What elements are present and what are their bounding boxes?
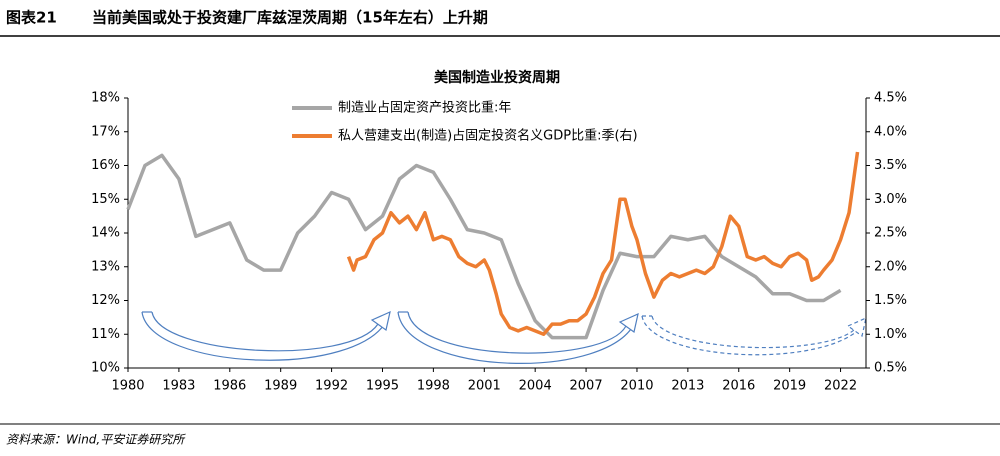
x-tick-label: 2013 <box>671 379 704 394</box>
y-tick-label: 17% <box>91 124 120 139</box>
source-note: 资料来源：Wind,平安证券研究所 <box>6 433 186 447</box>
figure-label: 图表21 <box>6 9 57 27</box>
y2-tick-label: 2.0% <box>874 259 907 274</box>
y2-tick-label: 2.5% <box>874 226 907 241</box>
chart-title: 美国制造业投资周期 <box>434 69 560 86</box>
x-tick-label: 2004 <box>519 379 552 394</box>
x-tick-label: 1989 <box>264 379 297 394</box>
y-tick-label: 14% <box>91 226 120 241</box>
y2-tick-label: 0.5% <box>874 361 907 376</box>
y-tick-label: 18% <box>91 91 120 106</box>
x-tick-label: 2001 <box>468 379 501 394</box>
y-tick-label: 11% <box>91 327 120 342</box>
y2-tick-label: 3.5% <box>874 158 907 173</box>
x-tick-label: 2010 <box>620 379 653 394</box>
y-tick-label: 12% <box>91 293 120 308</box>
y2-tick-label: 4.5% <box>874 91 907 106</box>
legend-label: 私人营建支出(制造)占固定投资名义GDP比重:季(右) <box>338 128 638 144</box>
x-tick-label: 1983 <box>162 379 195 394</box>
y-tick-label: 15% <box>91 192 120 207</box>
y2-tick-label: 4.0% <box>874 124 907 139</box>
cycle-arrows <box>141 310 867 364</box>
y2-tick-label: 3.0% <box>874 192 907 207</box>
series-line <box>126 153 842 340</box>
y-tick-label: 13% <box>91 259 120 274</box>
x-tick-label: 1986 <box>213 379 246 394</box>
y-tick-label: 16% <box>91 158 120 173</box>
x-tick-label: 2016 <box>722 379 755 394</box>
x-tick-label: 1995 <box>366 379 399 394</box>
x-tick-label: 1980 <box>111 379 144 394</box>
legend-label: 制造业占固定资产投资比重:年 <box>338 100 511 116</box>
x-tick-label: 1998 <box>417 379 450 394</box>
x-tick-label: 2019 <box>773 379 806 394</box>
y-tick-label: 10% <box>91 361 120 376</box>
x-tick-label: 2007 <box>570 379 603 394</box>
y2-tick-label: 1.0% <box>874 327 907 342</box>
y2-tick-label: 1.5% <box>874 293 907 308</box>
x-tick-label: 1992 <box>315 379 348 394</box>
figure-title: 当前美国或处于投资建厂库兹涅茨周期（15年左右）上升期 <box>92 9 488 27</box>
x-tick-label: 2022 <box>824 379 857 394</box>
series-line <box>346 151 860 336</box>
